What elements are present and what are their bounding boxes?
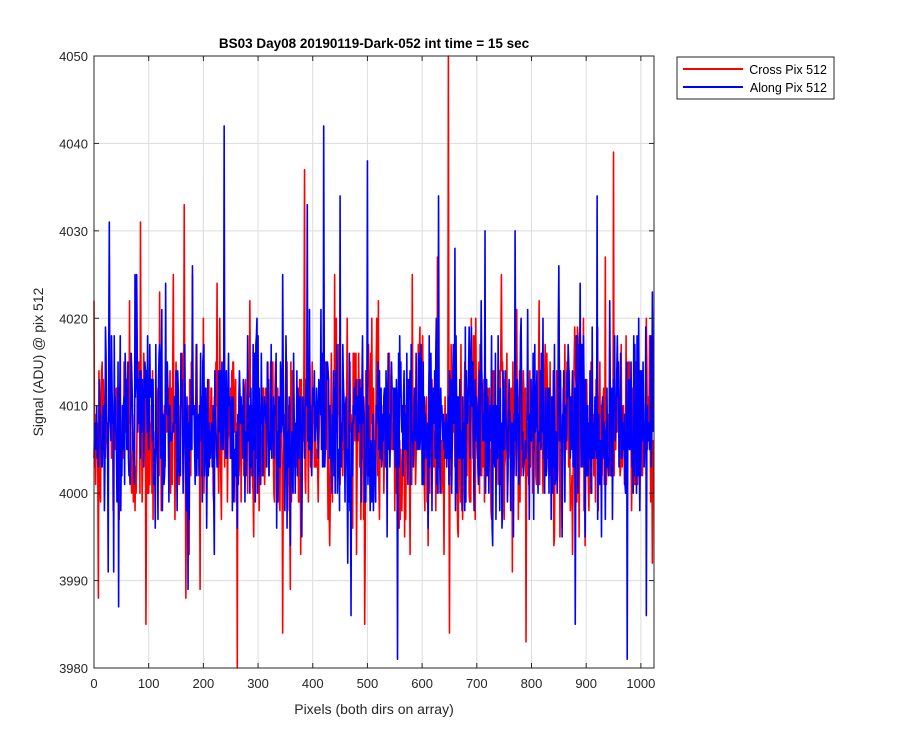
ticks: 0 100 200 300 400 500 600 700 800 900 1000 3980 3990… [59, 49, 655, 691]
plot-area [94, 56, 654, 668]
legend-box [676, 56, 835, 100]
x-tick-label: 0 [90, 676, 97, 691]
x-axis-label: Pixels (both dirs on array) [294, 701, 454, 717]
x-tick-label: 400 [302, 676, 324, 691]
legend-label-along: Along Pix 512 [750, 81, 827, 95]
x-tick-label: 700 [466, 676, 488, 691]
y-tick-label: 4040 [59, 136, 88, 151]
plot-frame [93, 55, 655, 669]
y-axis-label: Signal (ADU) @ pix 512 [30, 287, 46, 436]
series-layer [93, 55, 655, 669]
x-tick-label: 300 [247, 676, 269, 691]
x-tick-label: 900 [575, 676, 597, 691]
legend-label-cross: Cross Pix 512 [749, 63, 827, 77]
chart-title: BS03 Day08 20190119-Dark-052 int time = … [219, 36, 530, 51]
x-tick-label: 800 [521, 676, 543, 691]
y-tick-label: 4000 [59, 486, 88, 501]
legend: Cross Pix 512 Along Pix 512 [676, 56, 835, 100]
y-tick-label: 4020 [59, 311, 88, 326]
x-tick-label: 500 [357, 676, 379, 691]
y-tick-label: 4030 [59, 224, 88, 239]
x-tick-label: 200 [193, 676, 215, 691]
x-tick-label: 100 [138, 676, 160, 691]
x-tick-label: 1000 [626, 676, 655, 691]
y-tick-label: 3980 [59, 661, 88, 676]
series-line-along-pix-512 [93, 125, 655, 661]
y-tick-label: 4050 [59, 49, 88, 64]
y-tick-label: 4010 [59, 399, 88, 414]
y-tick-label: 3990 [59, 574, 88, 589]
x-tick-label: 600 [411, 676, 433, 691]
